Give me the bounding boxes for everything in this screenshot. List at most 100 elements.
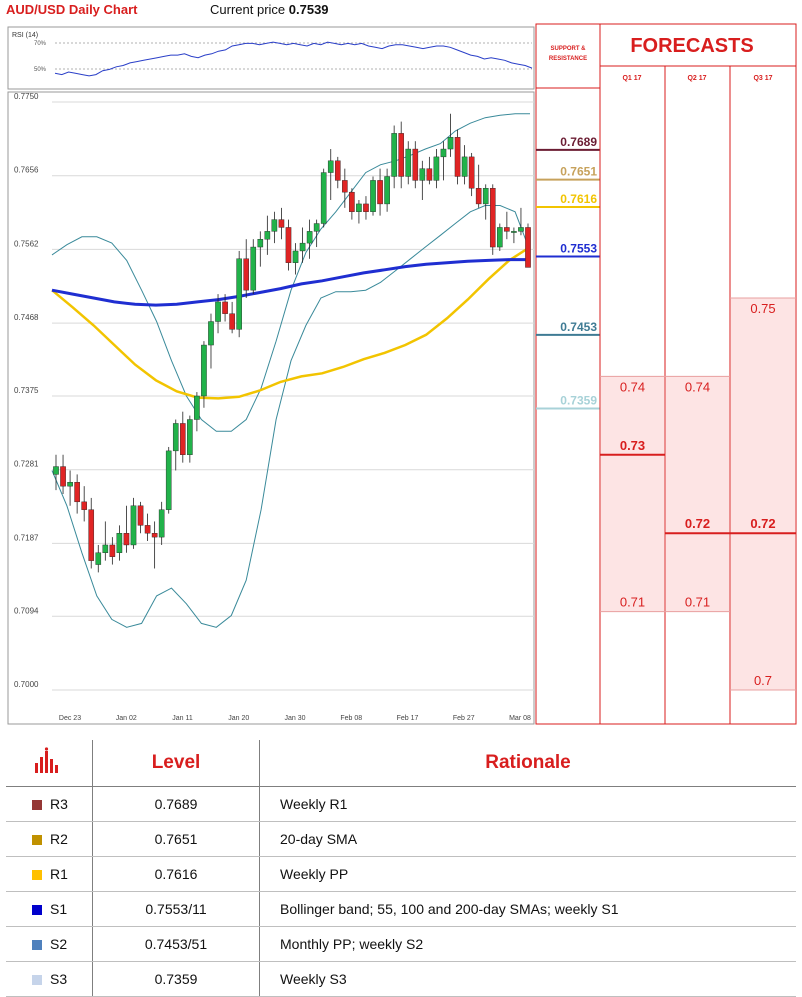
price-axis-ticks: 0.7750 0.7656 0.7562 0.7468 0.7375 0.7281 0.71… [14,92,39,689]
candle-body [60,466,66,487]
candle-body [334,160,341,181]
level-name: R1 [50,866,68,882]
price-tick-label: 0.7750 [14,92,39,101]
candle-body [433,156,440,181]
candle-body [271,219,278,232]
sr-title-line-2: RESISTANCE [549,56,587,62]
candle-body [130,505,137,546]
candle-body [208,321,214,346]
levels-header-icon [6,740,93,787]
candle-body [489,188,496,248]
date-tick-label: Jan 30 [284,715,305,722]
candle-body [468,156,475,189]
candle-body [201,344,207,397]
candle-body [299,242,306,252]
forecast-high-label: 0.74 [620,379,645,394]
candle-body [74,482,80,503]
forecasts-panel: FORECASTS Q1 17 Q2 17 Q3 17 0.74 0.73 0.71… [599,23,797,725]
sr-level-label: 0.7689 [560,135,597,149]
chart-title: AUD/USD Daily Chart [6,2,138,17]
table-row: S1 0.7553/11 Bollinger band; 55, 100 and… [6,891,796,927]
levels-table: Level Rationale R3 0.7689 Weekly R1 R2 0… [6,740,796,997]
rsi-title: RSI (14) [12,32,38,39]
table-row: R2 0.7651 20-day SMA [6,821,796,857]
forecast-mid-label: 0.73 [620,438,645,453]
level-rationale: Bollinger band; 55, 100 and 200-day SMAs… [259,891,796,927]
level-name: S3 [50,971,68,987]
candle-body [215,301,221,322]
level-name: R2 [50,831,68,847]
candle-body [109,544,116,557]
level-color-swatch [32,835,42,846]
current-price: Current price 0.7539 [210,2,329,17]
price-tick-label: 0.7281 [14,460,39,469]
level-name: S1 [50,901,68,917]
level-rationale: Weekly PP [259,856,796,892]
candle-body [518,227,524,232]
candle-body [504,227,510,232]
candle-body [349,191,355,212]
forecast-range-band [601,376,664,612]
table-row: S3 0.7359 Weekly S3 [6,961,796,997]
forecast-low-label: 0.71 [620,595,645,610]
candle-body [384,176,390,205]
sr-level-label: 0.7359 [560,394,597,408]
levels-table-header: Level Rationale [6,740,796,787]
sma-200-line [51,258,530,307]
level-rationale: 20-day SMA [259,821,796,857]
level-name: S2 [50,936,68,952]
rsi-line [54,41,533,77]
sr-levels: 0.7689 0.7651 0.7616 0.7553 0.7453 0.7359 [536,135,600,410]
candle-body [475,188,482,205]
levels-header-level: Level [92,740,260,787]
candle-body [525,227,531,268]
level-value: 0.7553/11 [92,891,260,927]
level-rationale: Weekly S3 [259,961,796,997]
candle-body [447,137,454,150]
level-rationale: Monthly PP; weekly S2 [259,926,796,962]
current-price-label: Current price [210,2,286,17]
candle-body [180,423,186,456]
sr-level-label: 0.7616 [560,192,597,206]
candle-body [53,466,59,475]
table-row: R1 0.7616 Weekly PP [6,856,796,892]
level-value: 0.7689 [92,786,260,822]
level-value: 0.7651 [92,821,260,857]
candle-body [116,533,123,554]
candle-body [497,227,503,248]
rsi-tick-50: 50% [34,67,47,73]
candle-body [194,395,200,420]
candle-body [440,148,447,158]
candle-body [405,148,412,177]
price-tick-label: 0.7000 [14,680,39,689]
candle-body [88,509,95,561]
level-color-swatch [32,940,42,951]
forecast-q2-label: Q2 17 [687,75,706,82]
candle-body [370,180,376,212]
candle-body [243,258,250,291]
forecast-range-band [666,376,729,612]
forecast-ranges: 0.74 0.73 0.71 0.74 0.72 0.71 0.75 0.72 0.7 [600,297,796,691]
candle-body [461,156,468,177]
price-tick-label: 0.7468 [14,313,39,322]
chart-area: RSI (14) 70% 50% 0.7750 0.7656 0.7562 0.746… [7,23,797,725]
level-value: 0.7616 [92,856,260,892]
candle-body [165,450,172,510]
date-tick-label: Jan 11 [172,715,193,722]
candlesticks [53,113,531,573]
table-row: S2 0.7453/51 Monthly PP; weekly S2 [6,926,796,962]
candle-body [306,231,313,244]
date-tick-label: Jan 02 [116,715,137,722]
sr-frame [535,23,601,725]
forecast-low-label: 0.71 [685,595,710,610]
forecast-q3-label: Q3 17 [753,75,772,82]
sr-level-label: 0.7453 [560,320,597,334]
date-tick-label: Jan 20 [228,715,249,722]
candle-body [398,133,404,177]
candle-body [278,219,285,228]
rsi-frame [7,26,535,90]
candle-body [144,525,151,534]
candle-body [81,501,87,510]
candle-body [412,148,419,181]
candle-body [250,246,257,291]
